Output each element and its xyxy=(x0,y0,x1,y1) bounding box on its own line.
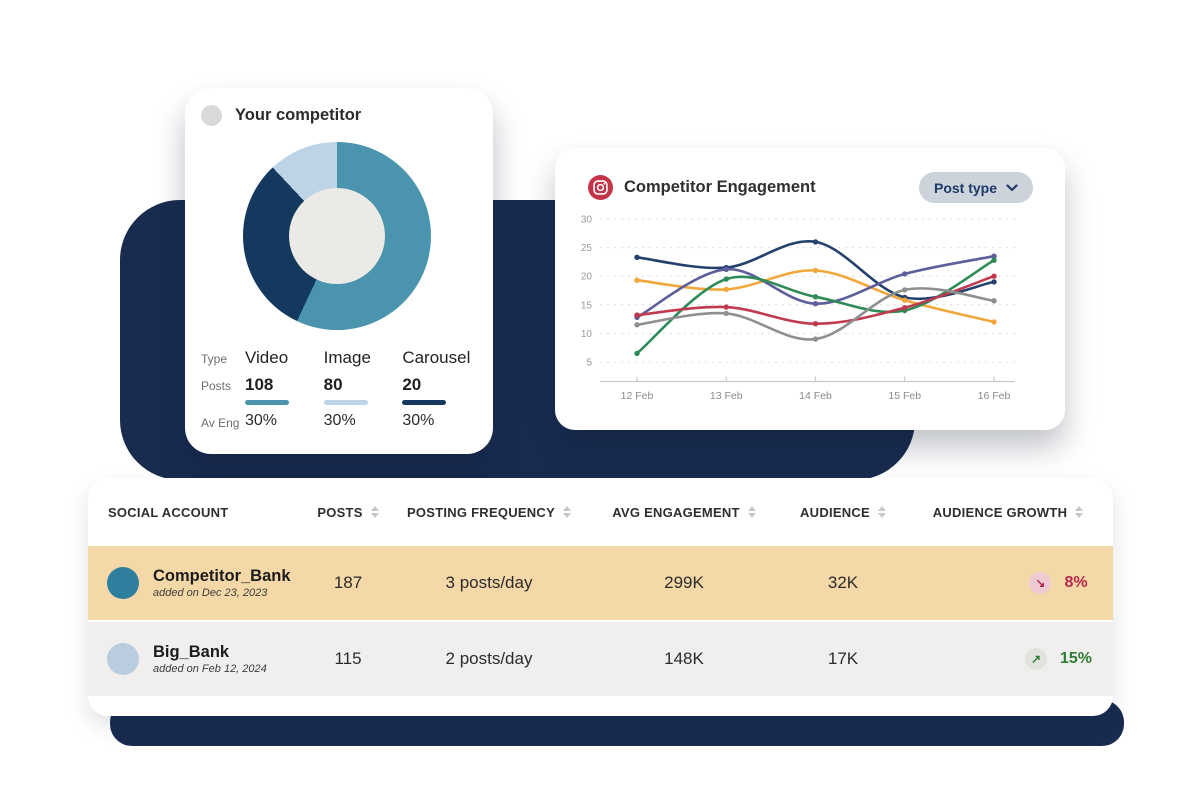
svg-text:10: 10 xyxy=(581,329,593,340)
summary-row-label-posts: Posts xyxy=(201,379,232,393)
summary-type-image: Image xyxy=(323,348,371,367)
growth-sparkline xyxy=(928,561,1016,605)
account-avatar xyxy=(107,643,139,675)
growth-percentage: 15% xyxy=(1059,650,1093,667)
summary-row-label-avg-eng: Av Eng xyxy=(201,416,240,430)
posting-frequency-cell: 2 posts/day xyxy=(445,649,533,668)
table-header-row: SOCIAL ACCOUNT POSTS POSTING FREQUENCY A… xyxy=(88,478,1113,546)
header-social-account: SOCIAL ACCOUNT xyxy=(108,504,229,520)
avg-engagement-cell: 148K xyxy=(664,649,704,668)
account-added-date: added on Dec 23, 2023 xyxy=(153,587,268,600)
summary-eng-carousel: 30% xyxy=(402,412,435,429)
audience-cell: 32K xyxy=(827,573,859,592)
competitor-card-title: Your competitor xyxy=(235,106,362,124)
growth-sparkline xyxy=(924,637,1012,681)
svg-text:5: 5 xyxy=(586,358,592,369)
growth-percentage: 8% xyxy=(1064,574,1088,591)
summary-posts-video: 108 xyxy=(245,375,324,405)
avg-engagement-cell: 299K xyxy=(664,573,704,592)
sort-icon[interactable] xyxy=(370,506,379,518)
svg-text:25: 25 xyxy=(581,243,593,254)
audience-growth-cell: ↗ 15% xyxy=(903,637,1113,681)
account-added-date: added on Feb 12, 2024 xyxy=(153,663,267,676)
account-name: Competitor_Bank xyxy=(153,566,291,585)
post-type-dropdown-label: Post type xyxy=(933,179,997,196)
chevron-down-icon xyxy=(1006,183,1018,191)
image-color-bar xyxy=(323,400,368,405)
table-row-competitor-bank[interactable]: Competitor_Bank added on Dec 23, 2023 18… xyxy=(88,546,1113,620)
carousel-color-bar xyxy=(402,400,447,405)
post-type-donut-chart xyxy=(243,142,431,330)
account-cell: Big_Bank added on Feb 12, 2024 xyxy=(88,642,303,676)
summary-eng-image: 30% xyxy=(323,412,356,429)
accounts-table-card: SOCIAL ACCOUNT POSTS POSTING FREQUENCY A… xyxy=(88,478,1113,716)
svg-text:14 Feb: 14 Feb xyxy=(799,390,832,402)
arrow-up-right-icon: ↗ xyxy=(1024,648,1047,670)
header-posting-frequency[interactable]: POSTING FREQUENCY xyxy=(393,505,585,520)
competitor-card-header: Your competitor xyxy=(185,88,493,126)
svg-text:12 Feb: 12 Feb xyxy=(621,390,654,402)
svg-text:13 Feb: 13 Feb xyxy=(710,390,743,402)
posts-cell: 187 xyxy=(333,573,363,592)
sort-icon[interactable] xyxy=(1075,506,1084,518)
header-audience[interactable]: AUDIENCE xyxy=(783,505,903,520)
table-row-big-bank[interactable]: Big_Bank added on Feb 12, 2024 115 2 pos… xyxy=(88,622,1113,696)
header-posts[interactable]: POSTS xyxy=(303,505,393,520)
video-color-bar xyxy=(245,400,289,405)
posting-frequency-cell: 3 posts/day xyxy=(445,573,533,592)
instagram-icon xyxy=(588,175,613,200)
engagement-card-header: Competitor Engagement Post type xyxy=(555,148,1065,203)
engagement-card-title: Competitor Engagement xyxy=(624,178,816,196)
svg-text:20: 20 xyxy=(581,272,593,283)
summary-row-label-type: Type xyxy=(201,352,228,366)
summary-type-video: Video xyxy=(245,348,289,367)
svg-text:16 Feb: 16 Feb xyxy=(978,390,1011,402)
svg-text:15: 15 xyxy=(581,300,593,311)
audience-cell: 17K xyxy=(827,649,859,668)
sort-icon[interactable] xyxy=(747,506,756,518)
header-audience-growth[interactable]: AUDIENCE GROWTH xyxy=(903,505,1113,520)
post-type-dropdown[interactable]: Post type xyxy=(918,172,1033,203)
engagement-card: 5 10 15 20 25 30 12 Feb 13 Feb 14 Feb 15 Feb 16 Fe… xyxy=(555,148,1065,430)
donut-hole xyxy=(289,188,385,284)
svg-text:15 Feb: 15 Feb xyxy=(888,390,921,402)
summary-posts-image: 80 xyxy=(323,375,403,405)
arrow-down-right-icon: ↘ xyxy=(1029,572,1052,594)
account-name: Big_Bank xyxy=(153,642,230,661)
sort-icon[interactable] xyxy=(877,506,886,518)
post-type-summary-table: Type Video Image Carousel Posts 108 80 2… xyxy=(201,348,481,430)
engagement-line-chart: 5 10 15 20 25 30 12 Feb 13 Feb 14 Feb 15 Feb 16 Fe… xyxy=(581,215,1015,402)
audience-growth-cell: ↘ 8% xyxy=(903,561,1113,605)
account-cell: Competitor_Bank added on Dec 23, 2023 xyxy=(88,566,303,600)
competitor-avatar xyxy=(201,105,222,126)
header-avg-engagement[interactable]: AVG ENGAGEMENT xyxy=(585,505,783,520)
summary-eng-video: 30% xyxy=(245,412,278,429)
summary-type-carousel: Carousel xyxy=(402,348,471,367)
sort-icon[interactable] xyxy=(563,506,571,518)
competitor-card: Your competitor Type Video Image Carouse… xyxy=(185,88,493,454)
account-avatar xyxy=(107,567,139,599)
summary-posts-carousel: 20 xyxy=(402,375,481,405)
svg-text:30: 30 xyxy=(581,215,593,226)
posts-cell: 115 xyxy=(334,649,362,668)
